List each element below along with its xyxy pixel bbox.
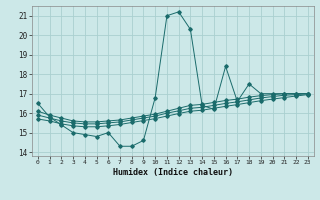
X-axis label: Humidex (Indice chaleur): Humidex (Indice chaleur) <box>113 168 233 177</box>
